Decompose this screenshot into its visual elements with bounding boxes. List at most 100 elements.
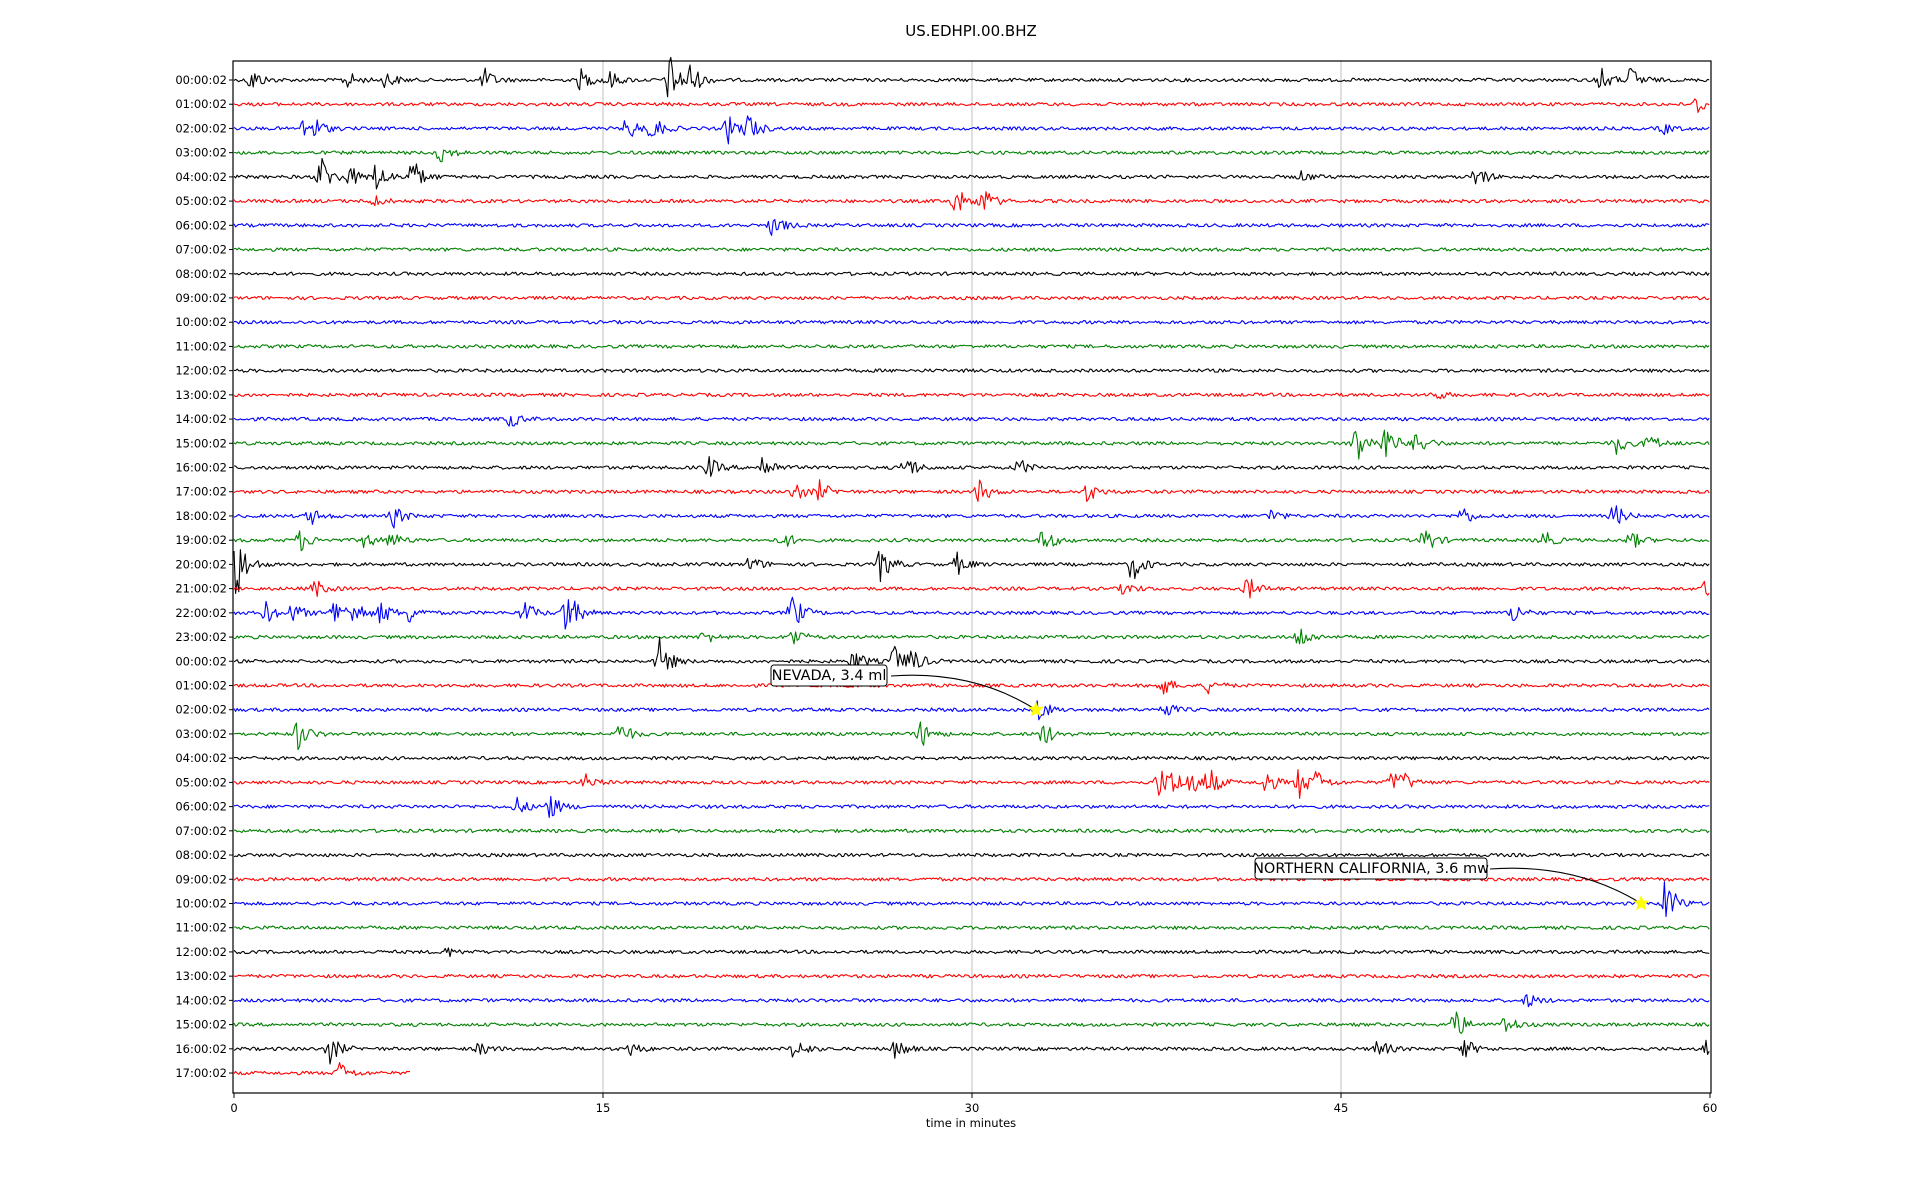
annotation-arrow (1489, 867, 1642, 904)
chart-title: US.EDHPI.00.BHZ (905, 22, 1037, 40)
row-time-label: 14:00:02 (175, 412, 227, 426)
row-time-label: 06:00:02 (175, 800, 227, 814)
vertical-gridlines (602, 61, 1342, 1093)
row-time-label: 19:00:02 (175, 533, 227, 547)
trace-row (233, 596, 1710, 630)
row-time-label: 08:00:02 (175, 848, 227, 862)
trace-row (234, 455, 1710, 477)
x-tick-label: 0 (230, 1101, 237, 1115)
row-time-label: 03:00:02 (175, 146, 227, 160)
row-time-label: 16:00:02 (175, 461, 227, 475)
row-time-label: 20:00:02 (175, 557, 227, 571)
row-time-label: 04:00:02 (175, 170, 227, 184)
event-star-marker (1027, 700, 1045, 717)
annotation-box (770, 664, 888, 687)
row-time-label: 01:00:02 (175, 97, 227, 111)
trace-row (233, 636, 1710, 671)
trace-row (233, 947, 1710, 958)
trace-row (233, 628, 1710, 645)
trace-row (233, 115, 1710, 145)
event-annotations: NEVADA, 3.4 ml NORTHERN CALIFORNIA, 3.6 m… (770, 664, 1650, 911)
row-time-label: 07:00:02 (175, 824, 227, 838)
trace-row (233, 578, 1710, 599)
row-time-label: 01:00:02 (175, 679, 227, 693)
trace-row (233, 1011, 1710, 1034)
annotation-arrow (890, 674, 1037, 711)
trace-row (233, 1039, 1710, 1065)
trace-row (233, 429, 1710, 460)
row-time-label: 10:00:02 (175, 896, 227, 910)
trace-row (233, 721, 1710, 751)
trace-row (233, 479, 1710, 503)
trace-row (233, 973, 1710, 979)
trace-row (233, 1062, 410, 1076)
trace-row (233, 191, 1710, 211)
event-star-marker (1632, 894, 1650, 911)
trace-row (233, 98, 1710, 113)
row-time-label: 02:00:02 (175, 703, 227, 717)
row-time-label: 05:00:02 (175, 775, 227, 789)
row-time-label: 07:00:02 (175, 243, 227, 257)
trace-row (233, 271, 1710, 277)
trace-row (233, 680, 1710, 695)
row-time-label: 11:00:02 (175, 921, 227, 935)
trace-row (233, 795, 1710, 818)
row-time-label: 00:00:02 (175, 654, 227, 668)
trace-row (233, 157, 1710, 190)
row-time-label: 03:00:02 (175, 727, 227, 741)
trace-row (233, 295, 1710, 301)
trace-row (233, 530, 1710, 552)
row-time-label: 13:00:02 (175, 388, 227, 402)
trace-row (233, 994, 1710, 1008)
trace-row (234, 925, 1710, 930)
trace-row (233, 247, 1710, 252)
x-axis-label: time in minutes (926, 1116, 1016, 1130)
row-time-label: 15:00:02 (175, 436, 227, 450)
row-time-label: 08:00:02 (175, 267, 227, 281)
trace-row (233, 415, 1710, 427)
annotation-box (1254, 857, 1488, 880)
trace-row (233, 344, 1710, 349)
row-time-label: 15:00:02 (175, 1018, 227, 1032)
trace-row (233, 368, 1710, 373)
row-time-labels: 00:00:02 01:00:02 02:00:02 03:00:02 04:00:02… (175, 73, 233, 1080)
trace-row (233, 881, 1710, 918)
x-tick-label: 60 (1703, 1101, 1718, 1115)
row-time-label: 02:00:02 (175, 121, 227, 135)
row-time-label: 13:00:02 (175, 969, 227, 983)
annotation-label: NORTHERN CALIFORNIA, 3.6 mw (1253, 861, 1489, 877)
row-time-label: 00:00:02 (175, 73, 227, 87)
trace-rows (233, 56, 1710, 1076)
trace-row (233, 56, 1710, 98)
trace-row (233, 505, 1710, 529)
trace-row (233, 549, 1710, 594)
row-time-label: 18:00:02 (175, 509, 227, 523)
row-time-label: 10:00:02 (175, 315, 227, 329)
row-time-label: 17:00:02 (175, 1066, 227, 1080)
trace-row (233, 218, 1710, 236)
annotation-label: NEVADA, 3.4 ml (772, 668, 887, 684)
row-time-label: 09:00:02 (175, 291, 227, 305)
trace-row (233, 877, 1710, 882)
trace-row (233, 700, 1710, 721)
row-time-label: 06:00:02 (175, 218, 227, 232)
row-time-label: 12:00:02 (175, 364, 227, 378)
row-time-label: 21:00:02 (175, 582, 227, 596)
row-time-label: 22:00:02 (175, 606, 227, 620)
row-time-label: 16:00:02 (175, 1042, 227, 1056)
x-tick-label: 45 (1334, 1101, 1349, 1115)
row-time-label: 23:00:02 (175, 630, 227, 644)
row-time-label: 09:00:02 (175, 872, 227, 886)
row-time-label: 04:00:02 (175, 751, 227, 765)
x-tick-label: 15 (596, 1101, 611, 1115)
trace-row (234, 828, 1710, 834)
row-time-label: 11:00:02 (175, 339, 227, 353)
trace-row (233, 755, 1710, 761)
row-time-label: 17:00:02 (175, 485, 227, 499)
x-tick-label: 30 (965, 1101, 980, 1115)
x-axis-ticks: 0 15 30 45 60 (230, 1093, 1717, 1115)
trace-row (233, 319, 1710, 325)
trace-row (233, 149, 1710, 163)
trace-row (233, 391, 1710, 400)
